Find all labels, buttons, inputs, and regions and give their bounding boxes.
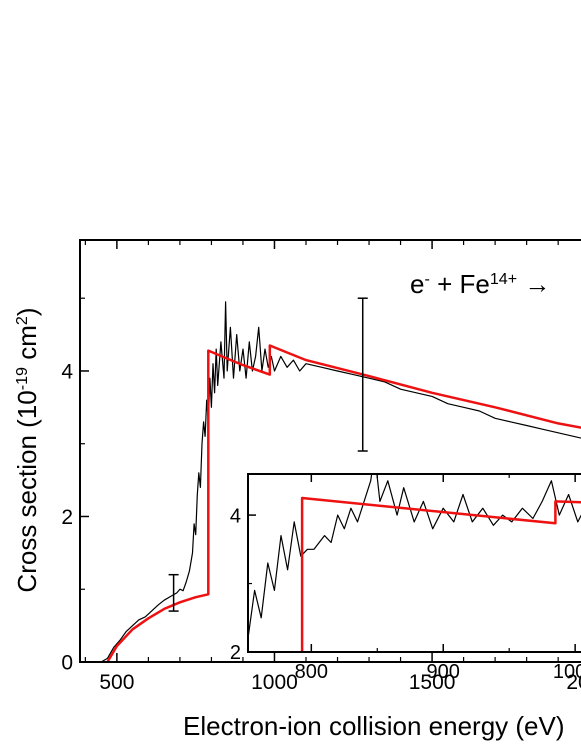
x-tick-label: 2000 [566, 671, 581, 694]
superscript: -19 [13, 367, 31, 390]
axes-frame [247, 473, 581, 653]
x-tick-label: 1500 [409, 671, 456, 694]
label: Cross section (10-19 cm2) [12, 307, 42, 592]
label-part: → [517, 269, 550, 299]
plot-area [248, 474, 581, 652]
y-tick-label: 4 [230, 505, 241, 527]
error-bar [357, 297, 368, 452]
data-line [300, 496, 581, 652]
x-tick-label: 800 [295, 661, 328, 683]
axes-frame [79, 239, 581, 663]
label-part: Cross section (10 [12, 390, 42, 592]
data-line [106, 344, 581, 662]
plot-content [248, 474, 581, 652]
data-line [248, 474, 581, 639]
error-bar [168, 573, 179, 612]
data-line [100, 301, 581, 662]
label-part: ) [12, 307, 42, 316]
label-part: + Fe [430, 269, 490, 299]
y-tick-label: 2 [230, 642, 241, 664]
plot-content [100, 297, 581, 662]
y-tick-label: 4 [61, 361, 73, 384]
x-tick-label: 500 [99, 671, 134, 694]
x-tick-label: 900 [427, 661, 460, 683]
y-tick-label: 2 [61, 506, 73, 529]
label: e- + Fe14+ → [410, 269, 550, 299]
x-tick-label: 1000 [553, 661, 581, 683]
label-part: cm [12, 325, 42, 367]
superscript: - [424, 270, 429, 288]
superscript: 2 [13, 316, 31, 325]
label-part: e [410, 269, 424, 299]
y-tick-label: 0 [61, 652, 73, 675]
superscript: 14+ [490, 270, 517, 288]
x-axis-label: Electron-ion collision energy (eV) [183, 711, 565, 741]
x-tick-label: 1000 [251, 671, 298, 694]
